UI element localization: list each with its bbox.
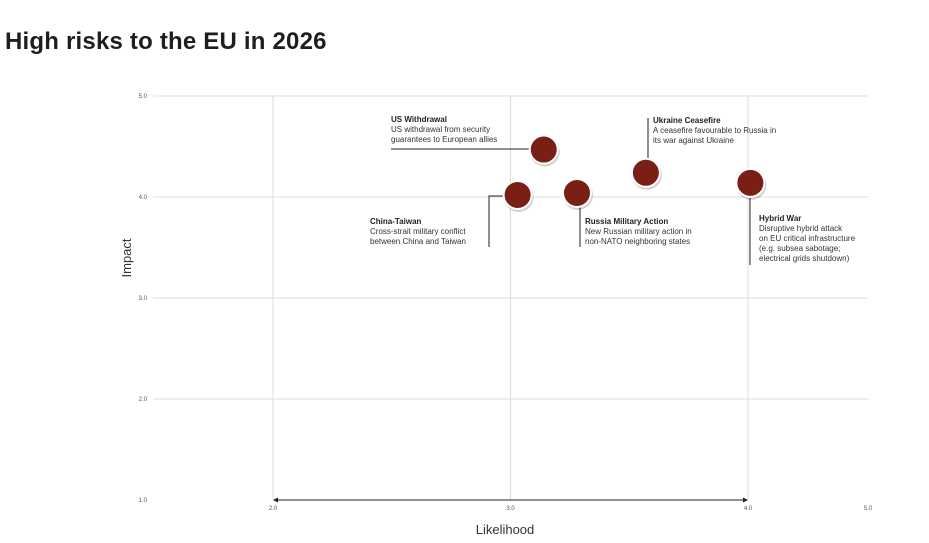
point-description: A ceasefire favourable to Russia in: [653, 126, 776, 135]
data-point: [630, 157, 661, 188]
grid-lines: [153, 95, 868, 500]
y-tick-label: 3.0: [139, 296, 148, 302]
point-description: New Russian military action in: [585, 227, 692, 236]
point-description: Cross-strait military conflict: [370, 227, 466, 236]
point-description: (e.g. subsea sabotage;: [759, 244, 840, 253]
point-description: non-NATO neighboring states: [585, 237, 690, 246]
x-axis-arrow-left: [273, 497, 278, 503]
data-points: [502, 134, 767, 212]
data-point: [735, 167, 766, 198]
point-title: Hybrid War: [759, 214, 801, 223]
y-axis-title: Impact: [119, 238, 134, 277]
y-tick-label: 2.0: [139, 397, 148, 403]
point-title: US Withdrawal: [391, 115, 447, 124]
point-description: Disruptive hybrid attack: [759, 224, 843, 233]
data-point: [502, 179, 533, 210]
x-tick-label: 5.0: [864, 506, 873, 512]
x-axis-arrow-right: [743, 497, 748, 503]
point-description: electrical grids shutdown): [759, 254, 850, 263]
point-description: between China and Taiwan: [370, 237, 466, 246]
point-title: Ukraine Ceasefire: [653, 116, 721, 125]
x-tick-label: 4.0: [744, 506, 753, 512]
x-tick-label: 2.0: [269, 506, 278, 512]
point-description: on EU critical infrastructure: [759, 234, 856, 243]
point-description: its war against Ukraine: [653, 136, 734, 145]
x-axis-title: Likelihood: [476, 522, 535, 537]
data-point: [528, 134, 559, 165]
point-title: China-Taiwan: [370, 217, 422, 226]
page-title: High risks to the EU in 2026: [5, 28, 327, 55]
point-description: US withdrawal from security: [391, 125, 490, 134]
y-tick-label: 4.0: [139, 195, 148, 201]
data-point: [562, 177, 592, 208]
point-title: Russia Military Action: [585, 217, 668, 226]
point-description: guarantees to European allies: [391, 135, 497, 144]
x-tick-label: 3.0: [506, 506, 515, 512]
y-tick-label: 1.0: [139, 498, 148, 504]
axes: 1.0 2.0 3.0 4.0 5.0 2.0 3.0 4.0 5.0 Likelihood Imp…: [119, 94, 873, 537]
y-tick-label: 5.0: [139, 94, 148, 100]
